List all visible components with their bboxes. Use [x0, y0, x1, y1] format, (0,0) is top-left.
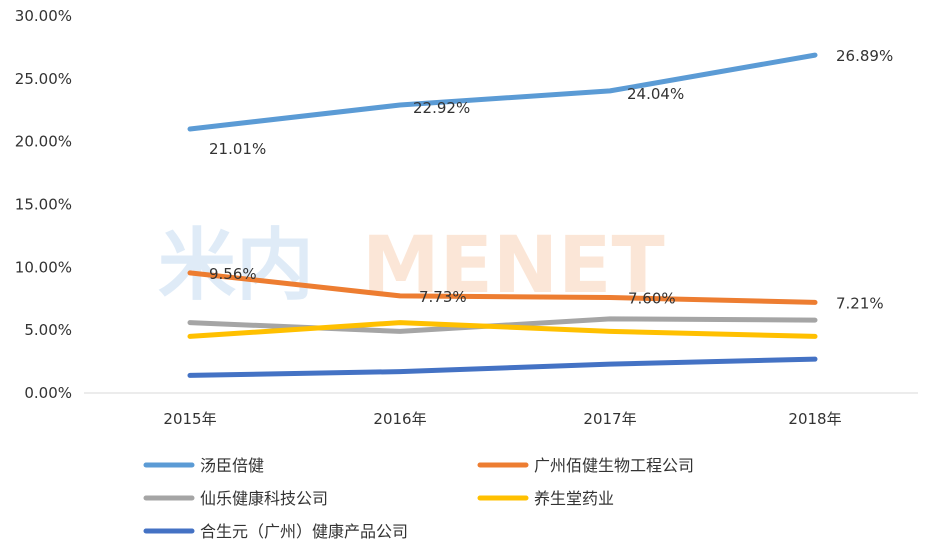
x-tick-label: 2015年	[163, 410, 216, 428]
data-label: 7.21%	[836, 294, 884, 312]
x-tick-label: 2016年	[373, 410, 426, 428]
y-tick-label: 5.00%	[24, 321, 72, 339]
axes: 0.00% 5.00% 10.00% 15.00% 20.00% 25.00% 30.00%…	[15, 7, 918, 428]
data-label: 22.92%	[413, 99, 470, 117]
y-tick-label: 20.00%	[15, 133, 72, 151]
data-label: 9.56%	[209, 265, 257, 283]
legend-label: 合生元（广州）健康产品公司	[200, 522, 408, 541]
series-line	[187, 52, 818, 132]
series-lines	[187, 52, 818, 378]
series-line	[187, 270, 818, 305]
legend-label: 养生堂药业	[534, 489, 614, 508]
y-tick-label: 10.00%	[15, 258, 72, 276]
legend-label: 汤臣倍健	[200, 456, 264, 475]
data-label: 7.60%	[628, 289, 676, 307]
legend-label: 广州佰健生物工程公司	[534, 456, 694, 475]
data-labels: 21.01% 22.92% 24.04% 26.89% 9.56% 7.73% 7.60% 7…	[209, 47, 893, 312]
watermark-text-1: 米内	[158, 221, 314, 311]
data-label: 24.04%	[627, 85, 684, 103]
y-tick-label: 15.00%	[15, 196, 72, 214]
series-line	[187, 356, 818, 378]
data-label: 21.01%	[209, 140, 266, 158]
y-tick-label: 30.00%	[15, 7, 72, 25]
x-tick-label: 2017年	[583, 410, 636, 428]
data-label: 26.89%	[836, 47, 893, 65]
legend-label: 仙乐健康科技公司	[200, 489, 328, 508]
series-line	[187, 320, 818, 339]
x-tick-label: 2018年	[788, 410, 841, 428]
y-tick-label: 0.00%	[24, 384, 72, 402]
y-tick-label: 25.00%	[15, 70, 72, 88]
data-label: 7.73%	[419, 288, 467, 306]
